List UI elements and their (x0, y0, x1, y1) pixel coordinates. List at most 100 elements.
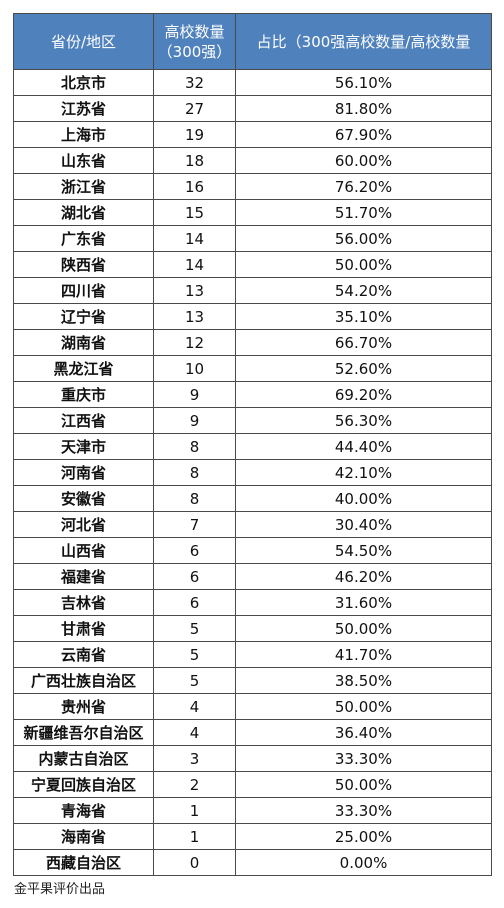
province-cell: 湖北省 (13, 199, 154, 226)
ratio-cell: 31.60% (235, 589, 492, 616)
ratio-cell: 38.50% (235, 667, 492, 694)
province-cell: 福建省 (13, 563, 154, 590)
ratio-cell: 56.30% (235, 407, 492, 434)
count-cell: 10 (153, 355, 236, 382)
count-cell: 27 (153, 95, 236, 122)
table-row: 宁夏回族自治区 2 50.00% (13, 771, 492, 798)
province-cell: 青海省 (13, 797, 154, 824)
count-cell: 9 (153, 381, 236, 408)
ratio-cell: 36.40% (235, 719, 492, 746)
table-row: 陕西省 14 50.00% (13, 251, 492, 278)
ratio-cell: 56.00% (235, 225, 492, 252)
province-cell: 天津市 (13, 433, 154, 460)
table-row: 贵州省 4 50.00% (13, 693, 492, 720)
table-row: 内蒙古自治区 3 33.30% (13, 745, 492, 772)
count-cell: 14 (153, 225, 236, 252)
count-cell: 15 (153, 199, 236, 226)
count-cell: 13 (153, 303, 236, 330)
province-cell: 浙江省 (13, 173, 154, 200)
ratio-cell: 51.70% (235, 199, 492, 226)
count-cell: 0 (153, 849, 236, 876)
province-cell: 广西壮族自治区 (13, 667, 154, 694)
table-row: 西藏自治区 0 0.00% (13, 849, 492, 876)
header-count-line2: （300强） (157, 42, 232, 61)
province-cell: 陕西省 (13, 251, 154, 278)
province-cell: 广东省 (13, 225, 154, 252)
province-cell: 宁夏回族自治区 (13, 771, 154, 798)
province-cell: 辽宁省 (13, 303, 154, 330)
ratio-cell: 50.00% (235, 615, 492, 642)
province-cell: 甘肃省 (13, 615, 154, 642)
count-cell: 6 (153, 563, 236, 590)
table-body: 北京市 32 56.10% 江苏省 27 81.80% 上海市 19 67.90% 山东省 18 60… (13, 69, 492, 876)
table-row: 黑龙江省 10 52.60% (13, 355, 492, 382)
count-cell: 12 (153, 329, 236, 356)
ratio-cell: 25.00% (235, 823, 492, 850)
ratio-cell: 60.00% (235, 147, 492, 174)
province-cell: 湖南省 (13, 329, 154, 356)
province-cell: 上海市 (13, 121, 154, 148)
ratio-cell: 40.00% (235, 485, 492, 512)
ratio-cell: 30.40% (235, 511, 492, 538)
ratio-cell: 66.70% (235, 329, 492, 356)
ratio-cell: 0.00% (235, 849, 492, 876)
count-cell: 1 (153, 823, 236, 850)
table-row: 海南省 1 25.00% (13, 823, 492, 850)
count-cell: 5 (153, 667, 236, 694)
table-row: 新疆维吾尔自治区 4 36.40% (13, 719, 492, 746)
table-row: 云南省 5 41.70% (13, 641, 492, 668)
count-cell: 1 (153, 797, 236, 824)
count-cell: 6 (153, 589, 236, 616)
count-cell: 32 (153, 69, 236, 96)
count-cell: 7 (153, 511, 236, 538)
province-cell: 江苏省 (13, 95, 154, 122)
count-cell: 4 (153, 693, 236, 720)
header-count: 高校数量 （300强） (153, 13, 236, 70)
ratio-cell: 35.10% (235, 303, 492, 330)
province-cell: 安徽省 (13, 485, 154, 512)
header-province-label: 省份/地区 (50, 32, 117, 51)
ratio-cell: 33.30% (235, 797, 492, 824)
ratio-cell: 46.20% (235, 563, 492, 590)
table-row: 福建省 6 46.20% (13, 563, 492, 590)
province-cell: 四川省 (13, 277, 154, 304)
ratio-cell: 50.00% (235, 251, 492, 278)
province-cell: 重庆市 (13, 381, 154, 408)
university-ranking-table: 省份/地区 高校数量 （300强） 占比（300强高校数量/高校数量 北京市 32… (13, 13, 492, 876)
ratio-cell: 67.90% (235, 121, 492, 148)
province-cell: 山东省 (13, 147, 154, 174)
table-header-row: 省份/地区 高校数量 （300强） 占比（300强高校数量/高校数量 (13, 13, 492, 70)
table-row: 上海市 19 67.90% (13, 121, 492, 148)
count-cell: 2 (153, 771, 236, 798)
table-row: 天津市 8 44.40% (13, 433, 492, 460)
ratio-cell: 69.20% (235, 381, 492, 408)
ratio-cell: 76.20% (235, 173, 492, 200)
table-row: 江苏省 27 81.80% (13, 95, 492, 122)
count-cell: 8 (153, 459, 236, 486)
table-row: 吉林省 6 31.60% (13, 589, 492, 616)
ratio-cell: 52.60% (235, 355, 492, 382)
table-row: 广西壮族自治区 5 38.50% (13, 667, 492, 694)
province-cell: 江西省 (13, 407, 154, 434)
count-cell: 8 (153, 433, 236, 460)
ratio-cell: 54.20% (235, 277, 492, 304)
table-row: 山西省 6 54.50% (13, 537, 492, 564)
province-cell: 海南省 (13, 823, 154, 850)
province-cell: 河北省 (13, 511, 154, 538)
header-province: 省份/地区 (13, 13, 154, 70)
table-row: 河南省 8 42.10% (13, 459, 492, 486)
count-cell: 6 (153, 537, 236, 564)
ratio-cell: 42.10% (235, 459, 492, 486)
ratio-cell: 54.50% (235, 537, 492, 564)
table-row: 甘肃省 5 50.00% (13, 615, 492, 642)
province-cell: 吉林省 (13, 589, 154, 616)
table-row: 重庆市 9 69.20% (13, 381, 492, 408)
count-cell: 5 (153, 641, 236, 668)
table-row: 北京市 32 56.10% (13, 69, 492, 96)
header-ratio-label: 占比（300强高校数量/高校数量 (256, 32, 471, 51)
footer-credit: 金平果评价出品 (14, 882, 106, 897)
count-cell: 4 (153, 719, 236, 746)
count-cell: 5 (153, 615, 236, 642)
table-row: 青海省 1 33.30% (13, 797, 492, 824)
count-cell: 3 (153, 745, 236, 772)
